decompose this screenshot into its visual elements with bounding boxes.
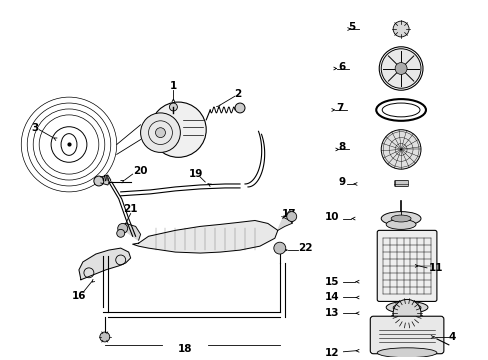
Text: 13: 13: [325, 308, 339, 318]
Circle shape: [381, 49, 420, 88]
Text: 20: 20: [132, 166, 147, 176]
Circle shape: [273, 242, 285, 254]
Polygon shape: [132, 220, 277, 253]
Text: 11: 11: [428, 263, 443, 273]
Circle shape: [155, 128, 165, 138]
Circle shape: [150, 102, 206, 157]
Text: 10: 10: [325, 212, 339, 221]
Ellipse shape: [386, 220, 415, 229]
Circle shape: [235, 103, 244, 113]
Ellipse shape: [386, 301, 427, 313]
Polygon shape: [79, 248, 130, 280]
Text: 21: 21: [123, 204, 138, 213]
Circle shape: [118, 224, 127, 233]
Text: 5: 5: [347, 22, 355, 32]
FancyBboxPatch shape: [395, 180, 408, 186]
Ellipse shape: [376, 348, 436, 358]
Text: 18: 18: [178, 344, 192, 354]
Circle shape: [94, 176, 103, 186]
Text: 6: 6: [338, 62, 345, 72]
Circle shape: [141, 113, 180, 152]
Circle shape: [117, 229, 124, 237]
Circle shape: [169, 103, 177, 111]
Polygon shape: [277, 211, 294, 230]
Text: 14: 14: [324, 292, 339, 302]
Text: 7: 7: [335, 103, 343, 113]
Text: 22: 22: [297, 243, 311, 253]
Ellipse shape: [381, 212, 420, 225]
FancyBboxPatch shape: [394, 180, 407, 186]
Ellipse shape: [390, 215, 410, 222]
Text: 12: 12: [325, 348, 339, 358]
Circle shape: [392, 300, 420, 327]
Text: 19: 19: [189, 169, 203, 179]
Text: 4: 4: [447, 332, 454, 342]
Polygon shape: [119, 224, 141, 240]
FancyBboxPatch shape: [376, 230, 436, 301]
Text: 15: 15: [325, 277, 339, 287]
Text: 1: 1: [169, 81, 177, 91]
Text: 3: 3: [32, 123, 39, 133]
Ellipse shape: [392, 304, 420, 311]
FancyBboxPatch shape: [369, 316, 443, 354]
Ellipse shape: [390, 312, 422, 322]
Circle shape: [394, 63, 406, 75]
Text: 8: 8: [338, 143, 345, 152]
Polygon shape: [101, 175, 111, 185]
Text: 9: 9: [338, 177, 345, 187]
Circle shape: [392, 21, 408, 37]
Text: 17: 17: [281, 208, 296, 219]
Circle shape: [381, 130, 420, 169]
Circle shape: [100, 332, 109, 342]
Text: 2: 2: [234, 89, 241, 99]
FancyBboxPatch shape: [394, 180, 407, 186]
Text: 16: 16: [72, 291, 86, 301]
Circle shape: [286, 212, 296, 221]
